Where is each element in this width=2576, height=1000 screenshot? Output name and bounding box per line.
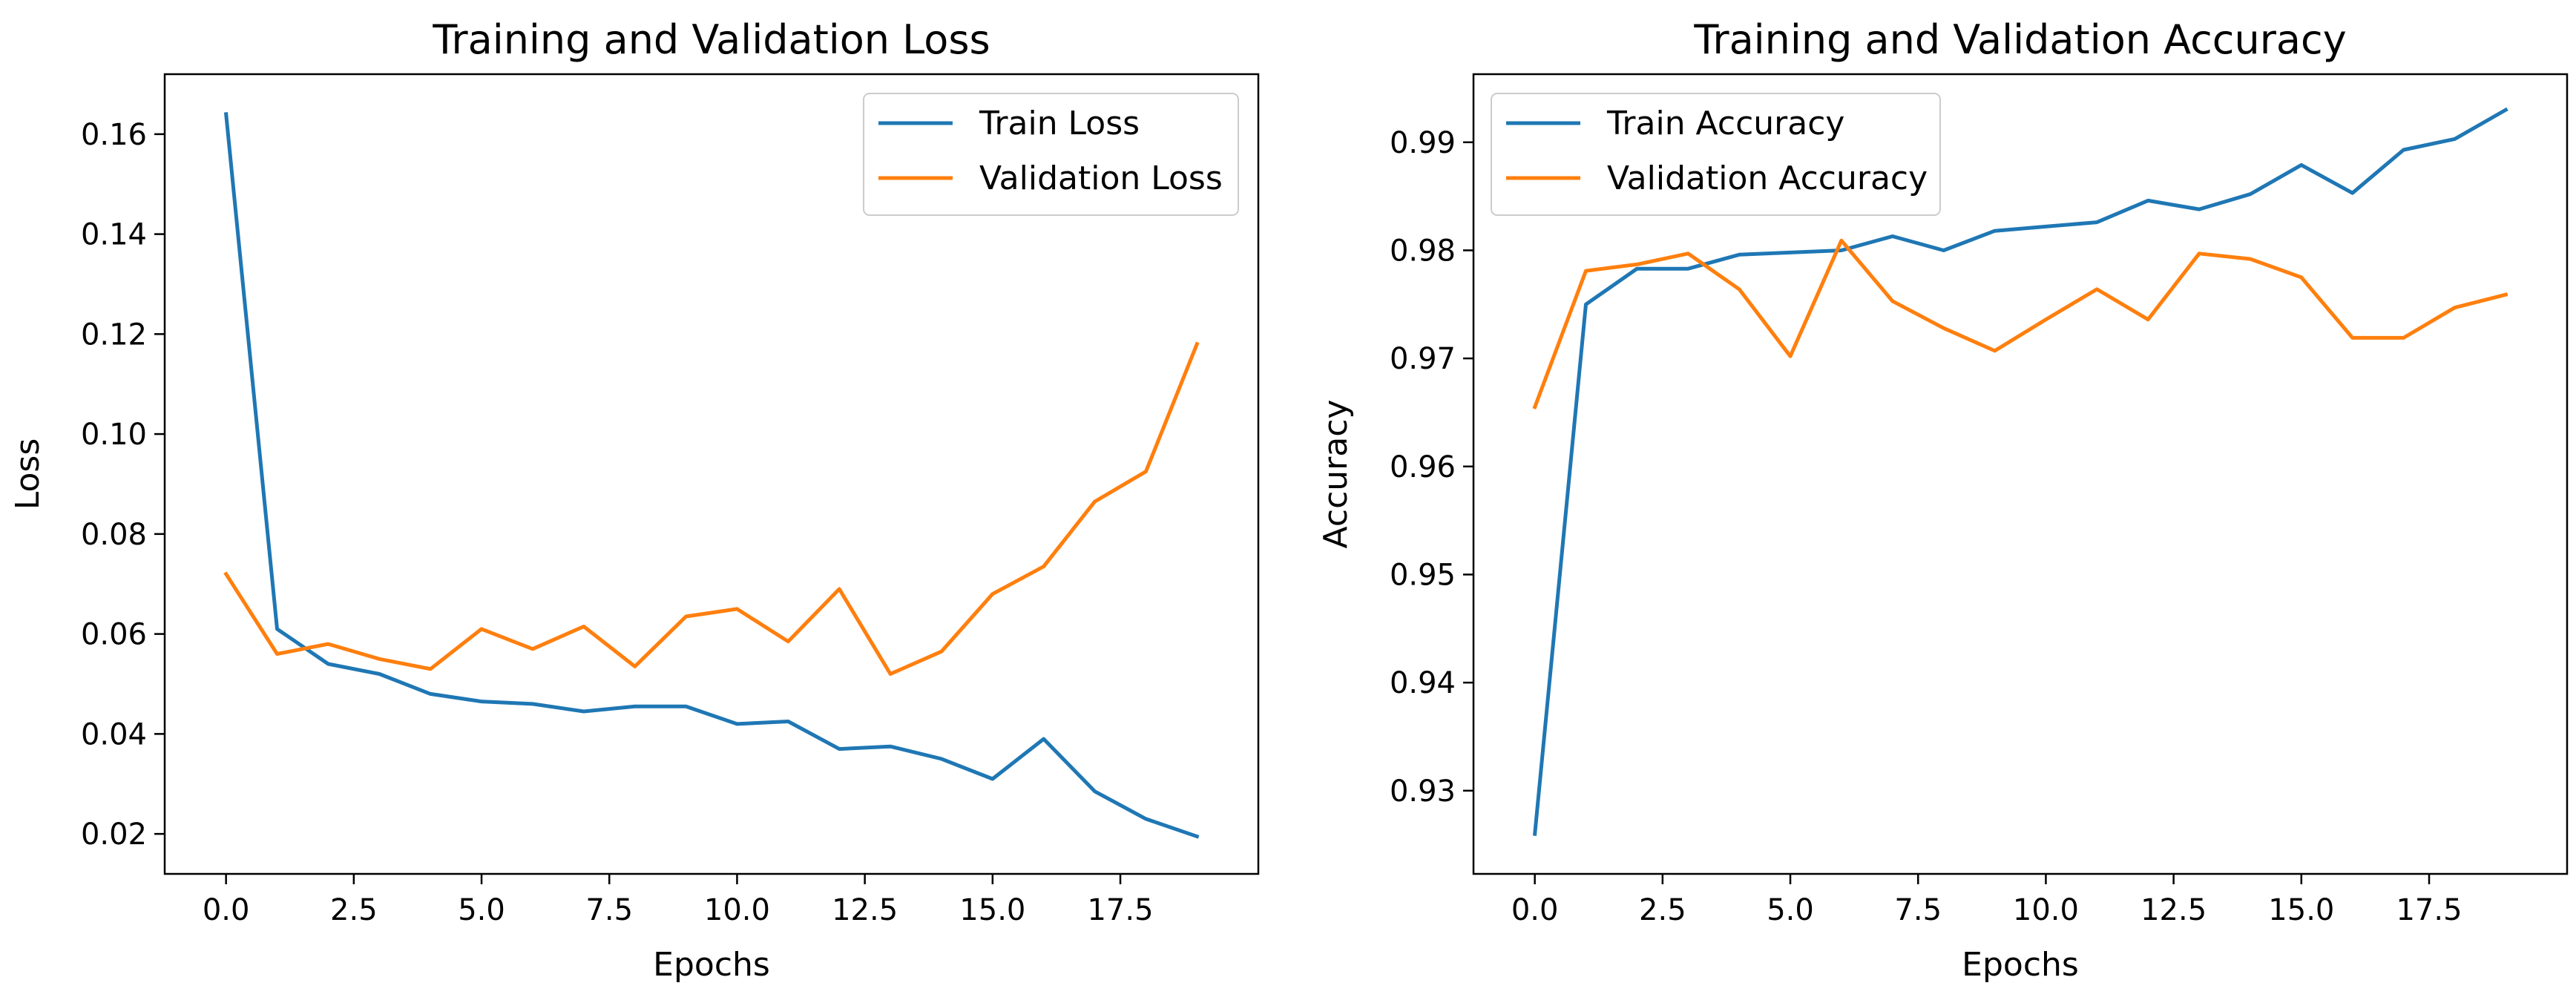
loss-data-point (992, 593, 993, 594)
accuracy-xtick-label: 2.5 (1639, 893, 1686, 927)
loss-chart-ticks: 0.0 2.5 5.0 7.5 10.0 12.5 15.0 17.5 0.02 0.04 0.06… (81, 118, 1154, 927)
loss-data-point (583, 711, 584, 712)
loss-ytick-label: 0.10 (81, 418, 147, 452)
accuracy-data-point (2403, 149, 2404, 150)
loss-ytick-label: 0.16 (81, 118, 147, 152)
loss-chart-frame (163, 73, 1260, 875)
loss-xtick-label: 0.0 (203, 893, 250, 927)
loss-series-line-train (223, 112, 1200, 839)
accuracy-ytick-label: 0.96 (1390, 450, 1456, 484)
loss-data-point (583, 626, 584, 627)
accuracy-chart-series (1532, 107, 2508, 836)
loss-ytick-label: 0.04 (81, 717, 147, 751)
accuracy-chart-ticks: 0.0 2.5 5.0 7.5 10.0 12.5 15.0 17.5 0.93 0.94 0.95… (1390, 126, 2462, 927)
loss-xtick-label: 10.0 (704, 893, 770, 927)
accuracy-xtick-label: 17.5 (2396, 893, 2462, 927)
accuracy-data-point (1892, 300, 1893, 301)
accuracy-chart-title: Training and Validation Accuracy (1693, 16, 2346, 63)
loss-ytick-label: 0.06 (81, 618, 147, 652)
loss-data-point (788, 641, 789, 642)
loss-data-point (839, 588, 840, 589)
accuracy-chart-legend: Train Accuracy Validation Accuracy (1491, 93, 1941, 216)
accuracy-data-point (1688, 253, 1689, 254)
loss-data-point (1094, 791, 1095, 792)
accuracy-data-point (2199, 253, 2200, 254)
accuracy-data-point (1943, 328, 1944, 329)
accuracy-data-point (1994, 350, 1995, 351)
loss-series-line-validation (223, 341, 1200, 676)
loss-legend-label-validation: Validation Loss (979, 159, 1223, 197)
loss-xtick-label: 15.0 (959, 893, 1025, 927)
accuracy-data-point (2454, 307, 2455, 308)
loss-chart-xlabel: Epochs (653, 946, 770, 984)
loss-chart-legend: Train Loss Validation Loss (863, 93, 1239, 216)
accuracy-xtick-label: 10.0 (2013, 893, 2079, 927)
accuracy-ytick-label: 0.99 (1390, 126, 1456, 160)
loss-xtick-label: 2.5 (330, 893, 378, 927)
loss-xtick-label: 12.5 (832, 893, 898, 927)
loss-data-point (941, 651, 942, 652)
loss-data-point (430, 668, 431, 669)
accuracy-ytick-label: 0.97 (1390, 342, 1456, 376)
loss-data-point (634, 706, 635, 707)
accuracy-data-point (2148, 319, 2149, 320)
loss-data-point (992, 778, 993, 779)
loss-data-point (941, 759, 942, 760)
loss-data-point (634, 666, 635, 667)
accuracy-chart-ylabel: Accuracy (1317, 400, 1355, 549)
accuracy-ytick-label: 0.98 (1390, 234, 1456, 268)
loss-xtick-label: 7.5 (585, 893, 633, 927)
loss-data-point (532, 648, 533, 649)
accuracy-data-point (2199, 209, 2200, 210)
accuracy-chart: Training and Validation Accuracy 0.0 2.5 5… (1317, 16, 2569, 984)
accuracy-data-point (1943, 250, 1944, 251)
loss-data-point (1043, 566, 1044, 567)
loss-ytick-label: 0.12 (81, 318, 147, 352)
loss-data-point (1094, 501, 1095, 502)
loss-legend-box (863, 93, 1239, 216)
accuracy-data-point (1739, 254, 1740, 255)
loss-data-point (1043, 739, 1044, 740)
accuracy-chart-xlabel: Epochs (1962, 946, 2079, 984)
accuracy-data-point (1790, 356, 1791, 357)
accuracy-ytick-label: 0.93 (1390, 774, 1456, 809)
accuracy-series-line-validation (1532, 238, 2508, 409)
accuracy-xtick-label: 5.0 (1767, 893, 1814, 927)
accuracy-legend-label-train: Train Accuracy (1606, 105, 1844, 142)
loss-chart-series (223, 112, 1200, 839)
loss-data-point (532, 703, 533, 704)
loss-ytick-label: 0.14 (81, 218, 147, 252)
loss-data-point (890, 746, 891, 747)
accuracy-ytick-label: 0.95 (1390, 558, 1456, 592)
accuracy-legend-box (1491, 93, 1941, 216)
loss-chart-ylabel: Loss (9, 438, 47, 510)
accuracy-data-point (1534, 834, 1535, 835)
accuracy-xtick-label: 15.0 (2268, 893, 2334, 927)
accuracy-xtick-label: 7.5 (1894, 893, 1942, 927)
loss-data-point (788, 721, 789, 722)
loss-data-point (328, 644, 329, 645)
accuracy-data-point (1790, 252, 1791, 253)
accuracy-data-point (2148, 200, 2149, 201)
accuracy-legend-label-validation: Validation Accuracy (1607, 159, 1928, 197)
accuracy-series-line-train (1532, 107, 2508, 836)
loss-data-point (328, 664, 329, 665)
loss-legend-label-train: Train Loss (979, 105, 1140, 142)
accuracy-xtick-label: 12.5 (2140, 893, 2207, 927)
accuracy-chart-frame (1472, 73, 2569, 875)
loss-chart: Training and Validation Loss 0.0 2.5 5.0 7.… (9, 16, 1260, 984)
accuracy-data-point (2352, 193, 2353, 194)
accuracy-xtick-label: 0.0 (1511, 893, 1559, 927)
loss-ytick-label: 0.08 (81, 518, 147, 552)
loss-xtick-label: 5.0 (458, 893, 505, 927)
accuracy-ytick-label: 0.94 (1390, 666, 1456, 700)
loss-xtick-label: 17.5 (1087, 893, 1153, 927)
loss-ytick-label: 0.02 (81, 818, 147, 852)
accuracy-data-point (1892, 236, 1893, 237)
loss-chart-title: Training and Validation Loss (432, 16, 990, 63)
